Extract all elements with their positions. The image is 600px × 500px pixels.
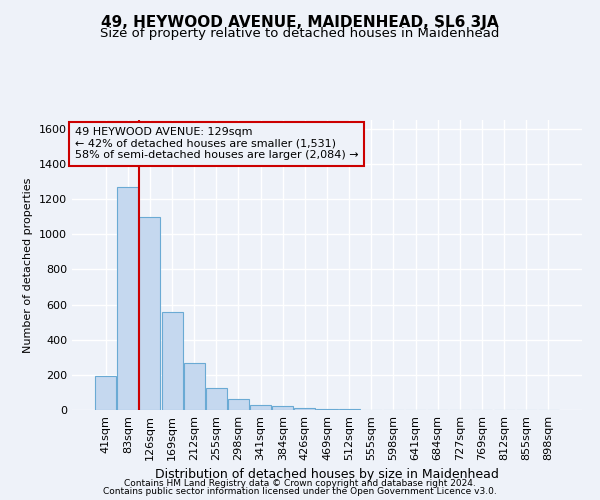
Bar xyxy=(161,312,182,410)
Text: Size of property relative to detached houses in Maidenhead: Size of property relative to detached ho… xyxy=(100,28,500,40)
Y-axis label: Number of detached properties: Number of detached properties xyxy=(23,178,34,352)
Text: 49, HEYWOOD AVENUE, MAIDENHEAD, SL6 3JA: 49, HEYWOOD AVENUE, MAIDENHEAD, SL6 3JA xyxy=(101,15,499,30)
Bar xyxy=(316,409,338,410)
Bar xyxy=(95,376,116,410)
Bar xyxy=(295,408,316,410)
Bar xyxy=(228,400,249,410)
Bar xyxy=(184,364,205,410)
Bar xyxy=(139,216,160,410)
Text: 49 HEYWOOD AVENUE: 129sqm
← 42% of detached houses are smaller (1,531)
58% of se: 49 HEYWOOD AVENUE: 129sqm ← 42% of detac… xyxy=(74,127,358,160)
Bar xyxy=(272,406,293,410)
Bar xyxy=(118,187,139,410)
Text: Contains public sector information licensed under the Open Government Licence v3: Contains public sector information licen… xyxy=(103,487,497,496)
X-axis label: Distribution of detached houses by size in Maidenhead: Distribution of detached houses by size … xyxy=(155,468,499,481)
Bar xyxy=(250,404,271,410)
Text: Contains HM Land Registry data © Crown copyright and database right 2024.: Contains HM Land Registry data © Crown c… xyxy=(124,478,476,488)
Bar xyxy=(206,388,227,410)
